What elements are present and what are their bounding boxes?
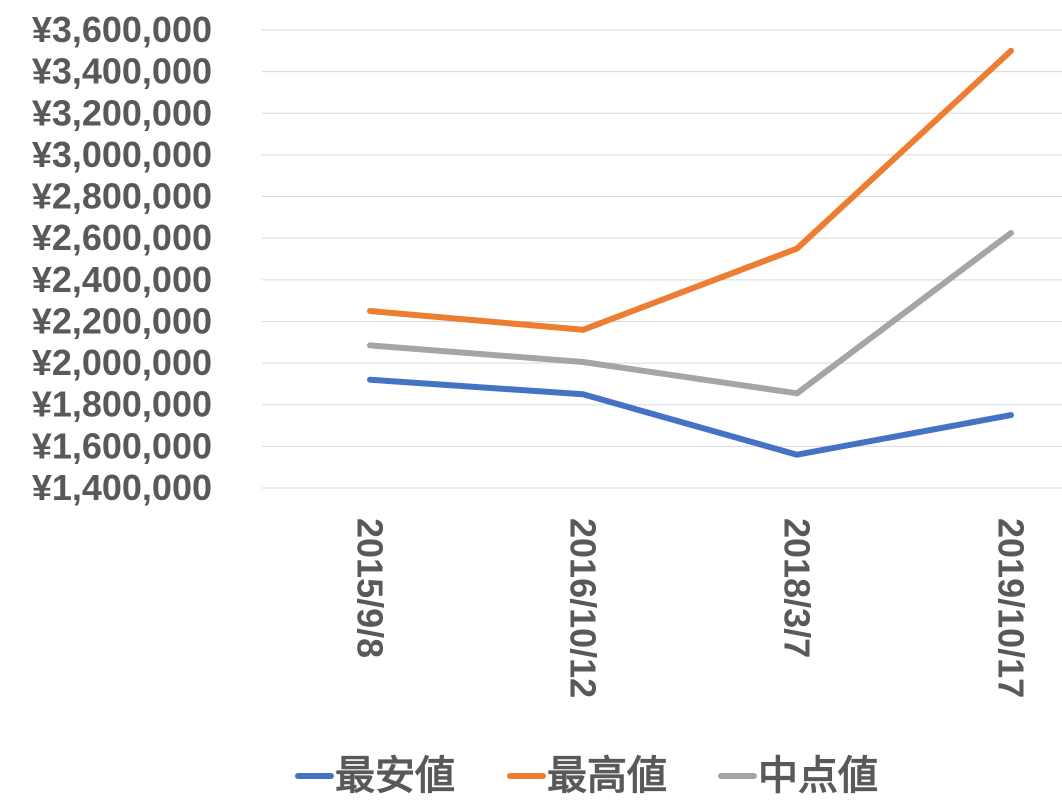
y-axis-tick-labels: ¥1,400,000¥1,600,000¥1,800,000¥2,000,000… [32,9,212,508]
y-tick-label: ¥2,200,000 [32,300,212,341]
y-tick-label: ¥3,000,000 [32,134,212,175]
x-tick-label: 2016/10/12 [563,518,604,698]
y-tick-label: ¥2,000,000 [32,342,212,383]
y-tick-label: ¥1,800,000 [32,384,212,425]
series-line-1 [367,47,1014,333]
legend-label: 最高値 [547,754,667,798]
series-line-0 [367,376,1014,458]
legend-label: 最安値 [335,754,455,798]
y-tick-label: ¥3,600,000 [32,9,212,50]
y-tick-label: ¥2,800,000 [32,176,212,217]
series-line-2 [367,230,1014,397]
legend: 最安値 最高値 中点値 [295,754,878,798]
series-lines [367,47,1014,458]
y-tick-label: ¥1,600,000 [32,425,212,466]
y-tick-label: ¥3,400,000 [32,51,212,92]
x-tick-label: 2018/3/7 [777,518,818,658]
y-tick-label: ¥2,400,000 [32,259,212,300]
y-tick-label: ¥2,600,000 [32,217,212,258]
x-tick-label: 2015/9/8 [350,518,391,658]
legend-label: 中点値 [758,754,878,798]
y-tick-label: ¥3,200,000 [32,92,212,133]
x-tick-label: 2019/10/17 [991,518,1032,698]
x-axis-tick-labels: 2015/9/8 2016/10/12 2018/3/7 2019/10/17 [350,518,1032,698]
gridlines [262,29,1062,489]
y-tick-label: ¥1,400,000 [32,467,212,508]
